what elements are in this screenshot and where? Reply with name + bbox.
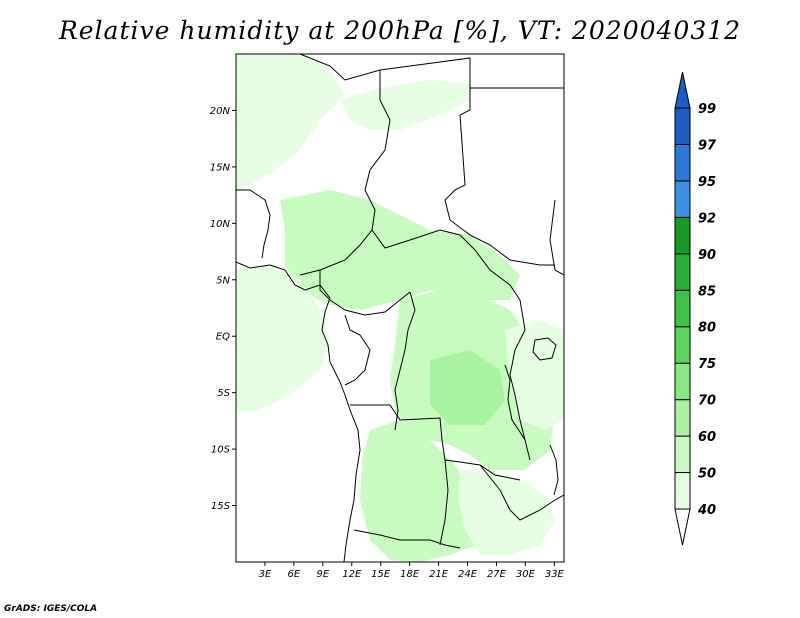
- colorbar-label: 70: [698, 394, 716, 409]
- colorbar-label: 90: [698, 248, 716, 263]
- border-cameroon: [319, 270, 411, 316]
- humidity-area-north-band: [340, 80, 470, 130]
- colorbar-label: 75: [698, 357, 716, 372]
- humidity-area-central-west: [280, 190, 520, 310]
- coastline-north: [236, 189, 271, 259]
- border-angola-south: [353, 529, 461, 549]
- border-drc-north: [394, 291, 416, 431]
- colorbar-label: 60: [698, 430, 716, 445]
- humidity-area-east: [505, 320, 564, 430]
- lon-label: 27E: [487, 569, 507, 580]
- colorbar-segment: [674, 289, 691, 328]
- colorbar-segment: [674, 326, 691, 364]
- colorbar-label: 80: [698, 321, 716, 336]
- colorbar-label: 97: [698, 138, 717, 153]
- colorbar-label: 40: [697, 503, 716, 518]
- border-east: [549, 199, 564, 276]
- lon-label: 9E: [316, 569, 329, 580]
- border-sudan: [449, 219, 555, 266]
- coastlines-and-borders: [236, 54, 564, 562]
- axis-ticks: 20N 15N 10N 5N EQ 5S 10S 15S 3E 6E 9E 12E 15E 18E 21E 2…: [210, 106, 565, 580]
- colorbar-segment: [674, 180, 691, 218]
- colorbar-segment: [674, 143, 691, 182]
- humidity-area-southeast: [458, 470, 555, 555]
- colorbar-segment: [674, 253, 691, 291]
- colorbar-segment: [674, 472, 691, 510]
- humidity-area-south: [360, 420, 480, 562]
- colorbar-label: 92: [698, 211, 716, 226]
- colorbar-segment: [674, 216, 691, 255]
- colorbar-segment: [674, 399, 691, 437]
- humidity-area-coast: [236, 265, 330, 412]
- colorbar-segment: [674, 362, 691, 401]
- coastline-west-africa: [236, 261, 361, 562]
- lat-label: 15S: [211, 501, 231, 512]
- map-frame: [235, 53, 565, 563]
- humidity-shading: [236, 54, 564, 562]
- lake-victoria: [532, 337, 557, 361]
- lat-label: 10S: [211, 445, 231, 456]
- border-congo-west: [344, 314, 371, 386]
- lon-label: 21E: [429, 569, 449, 580]
- colorbar-upper-arrow: [674, 71, 691, 109]
- lon-label: 3E: [259, 569, 272, 580]
- border-southeast: [479, 464, 564, 521]
- border-north-1: [299, 54, 391, 191]
- humidity-area-congo-core: [430, 350, 505, 425]
- grads-credit: GrADS: IGES/COLA: [4, 604, 98, 614]
- lake-malawi: [549, 444, 559, 496]
- lon-label: 24E: [458, 569, 478, 580]
- colorbar-segment: [674, 107, 691, 145]
- colorbar-label: 85: [698, 284, 716, 299]
- border-north-2: [379, 57, 471, 221]
- lat-label: 5N: [216, 275, 230, 286]
- colorbar-segment: [674, 435, 691, 474]
- lon-label: 18E: [400, 569, 420, 580]
- lat-label: 15N: [210, 162, 231, 173]
- border-car: [371, 229, 521, 301]
- colorbar: 40 50 60 70 75 80 85 90 92 95 97 99: [674, 71, 717, 546]
- lon-label: 12E: [342, 569, 362, 580]
- lat-label: 20N: [210, 106, 231, 117]
- lat-label: 10N: [210, 219, 231, 230]
- colorbar-label: 95: [698, 175, 716, 190]
- lon-label: 6E: [288, 569, 301, 580]
- colorbar-label: 50: [698, 467, 716, 482]
- lat-label: 5S: [217, 388, 230, 399]
- colorbar-label: 99: [698, 102, 716, 117]
- humidity-area-northwest: [236, 54, 345, 190]
- lake-tanganyika: [504, 364, 526, 441]
- border-drc-east: [509, 299, 531, 461]
- lon-label: 30E: [516, 569, 536, 580]
- lat-label: EQ: [216, 332, 230, 343]
- border-zambia: [439, 459, 449, 546]
- border-angola: [350, 404, 521, 481]
- map-title: Relative humidity at 200hPa [%], VT: 202…: [58, 16, 742, 45]
- colorbar-lower-arrow: [674, 508, 691, 546]
- lon-label: 33E: [545, 569, 565, 580]
- lon-label: 15E: [371, 569, 391, 580]
